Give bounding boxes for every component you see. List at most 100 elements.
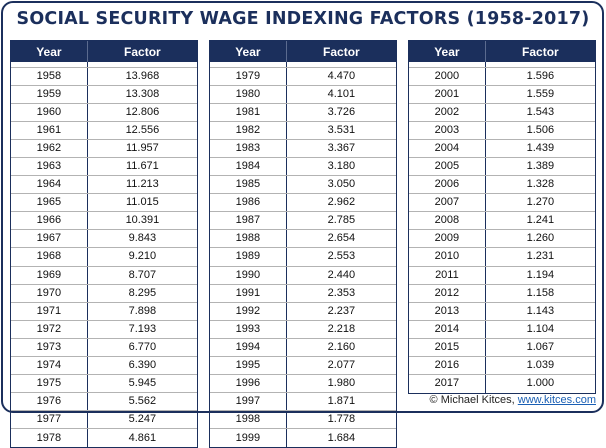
factor-column-header: Factor: [87, 41, 197, 62]
factor-cell: 9.210: [87, 247, 197, 267]
factor-cell: 2.353: [286, 284, 396, 303]
table-row: 1993 2.218: [210, 320, 396, 339]
table-row: 1970 8.295: [11, 284, 197, 303]
year-cell: 1995: [210, 356, 287, 376]
table-row: 1982 3.531: [210, 121, 396, 140]
table-row: 1995 2.077: [210, 356, 396, 376]
factor-cell: 1.104: [485, 320, 595, 339]
table-row: 2006 1.328: [409, 175, 595, 195]
table-row: 1992 2.237: [210, 302, 396, 321]
year-cell: 1989: [210, 247, 287, 267]
year-cell: 1996: [210, 374, 287, 394]
year-cell: 2012: [409, 284, 486, 303]
spacer-row: [409, 62, 595, 68]
year-cell: 1979: [210, 67, 287, 86]
table-row: 1981 3.726: [210, 103, 396, 122]
table-row: 1968 9.210: [11, 247, 197, 267]
year-cell: 1976: [11, 392, 88, 412]
year-cell: 1975: [11, 374, 88, 394]
factor-cell: 2.077: [286, 356, 396, 376]
table-row: 1999 1.684: [210, 428, 396, 447]
factor-cell: 1.241: [485, 211, 595, 231]
year-cell: 2010: [409, 247, 486, 267]
year-cell: 1988: [210, 229, 287, 249]
year-cell: 1974: [11, 356, 88, 376]
table-row: 2016 1.039: [409, 356, 595, 376]
spacer-row: [210, 62, 396, 68]
year-cell: 1958: [11, 67, 88, 86]
table-row: 1979 4.470: [210, 67, 396, 86]
factor-cell: 4.861: [128, 431, 157, 444]
year-cell: 1992: [210, 302, 287, 321]
factors-table-2: Year Factor 1979 4.470 1980 4.101 1981 3.726 1…: [209, 40, 397, 448]
year-cell: 1990: [210, 266, 287, 285]
year-cell: 1972: [11, 320, 88, 339]
table-row: 1996 1.980: [210, 374, 396, 394]
table-row: 2013 1.143: [409, 302, 595, 321]
table-row: 1972 7.193: [11, 320, 197, 339]
year-cell: 2002: [409, 103, 486, 122]
year-cell: 1961: [11, 121, 88, 140]
table-row: 2002 1.543: [409, 103, 595, 122]
table-row: 2010 1.231: [409, 247, 595, 267]
factor-cell: 5.247: [87, 410, 197, 430]
factor-cell: 6.770: [87, 338, 197, 358]
year-cell: 2003: [409, 121, 486, 140]
year-cell: 1962: [11, 139, 88, 158]
table-row: 1960 12.806: [11, 103, 197, 122]
year-cell: 1978: [11, 428, 88, 447]
factor-cell: 1.000: [526, 377, 555, 390]
year-cell: 2015: [409, 338, 486, 358]
table-row: 1966 10.391: [11, 211, 197, 231]
factor-cell: 1.328: [485, 175, 595, 195]
factor-cell: 3.180: [286, 157, 396, 177]
factor-cell: 5.562: [87, 392, 197, 412]
credit-text: © Michael Kitces,: [429, 394, 518, 406]
table-row: 1989 2.553: [210, 247, 396, 267]
factor-cell: 3.367: [286, 139, 396, 158]
factor-cell: 12.806: [87, 103, 197, 122]
table-row: 2007 1.270: [409, 193, 595, 213]
table-row: 1984 3.180: [210, 157, 396, 177]
factor-column-header: Factor: [286, 41, 396, 62]
year-cell: 1963: [11, 157, 88, 177]
table-row: 1977 5.247: [11, 410, 197, 430]
factor-cell: 2.440: [286, 266, 396, 285]
table-row: 2004 1.439: [409, 139, 595, 158]
table-row: 1986 2.962: [210, 193, 396, 213]
year-cell: 1966: [11, 211, 88, 231]
table-row: 2003 1.506: [409, 121, 595, 140]
factor-cell: 2.218: [286, 320, 396, 339]
factor-cell: 1.158: [485, 284, 595, 303]
year-cell: 1999: [210, 428, 287, 447]
factor-cell: 11.671: [87, 157, 197, 177]
page-title: SOCIAL SECURITY WAGE INDEXING FACTORS (1…: [16, 9, 590, 29]
year-cell: 1973: [11, 338, 88, 358]
year-cell: 1960: [11, 103, 88, 122]
year-cell: 2016: [409, 356, 486, 376]
year-cell: 1998: [210, 410, 287, 430]
factor-cell: 13.968: [87, 67, 197, 86]
year-cell: 1997: [210, 392, 287, 412]
year-cell: 1977: [11, 410, 88, 430]
table-row: 1976 5.562: [11, 392, 197, 412]
year-cell: 1980: [210, 85, 287, 104]
table-row: 2011 1.194: [409, 266, 595, 285]
year-cell: 2017: [409, 374, 486, 393]
table-row: 2000 1.596: [409, 67, 595, 86]
table-row: 1988 2.654: [210, 229, 396, 249]
kitces-link[interactable]: www.kitces.com: [517, 394, 596, 406]
factor-cell: 1.980: [286, 374, 396, 394]
year-cell: 1968: [11, 247, 88, 267]
year-cell: 1965: [11, 193, 88, 213]
year-cell: 1991: [210, 284, 287, 303]
table-row: 1975 5.945: [11, 374, 197, 394]
factor-cell: 11.957: [87, 139, 197, 158]
year-cell: 2001: [409, 85, 486, 104]
table-row: 2009 1.260: [409, 229, 595, 249]
table-row: 1971 7.898: [11, 302, 197, 321]
factor-cell: 1.439: [485, 139, 595, 158]
factor-cell: 8.295: [87, 284, 197, 303]
table-row: 1991 2.353: [210, 284, 396, 303]
table-row: 2008 1.241: [409, 211, 595, 231]
